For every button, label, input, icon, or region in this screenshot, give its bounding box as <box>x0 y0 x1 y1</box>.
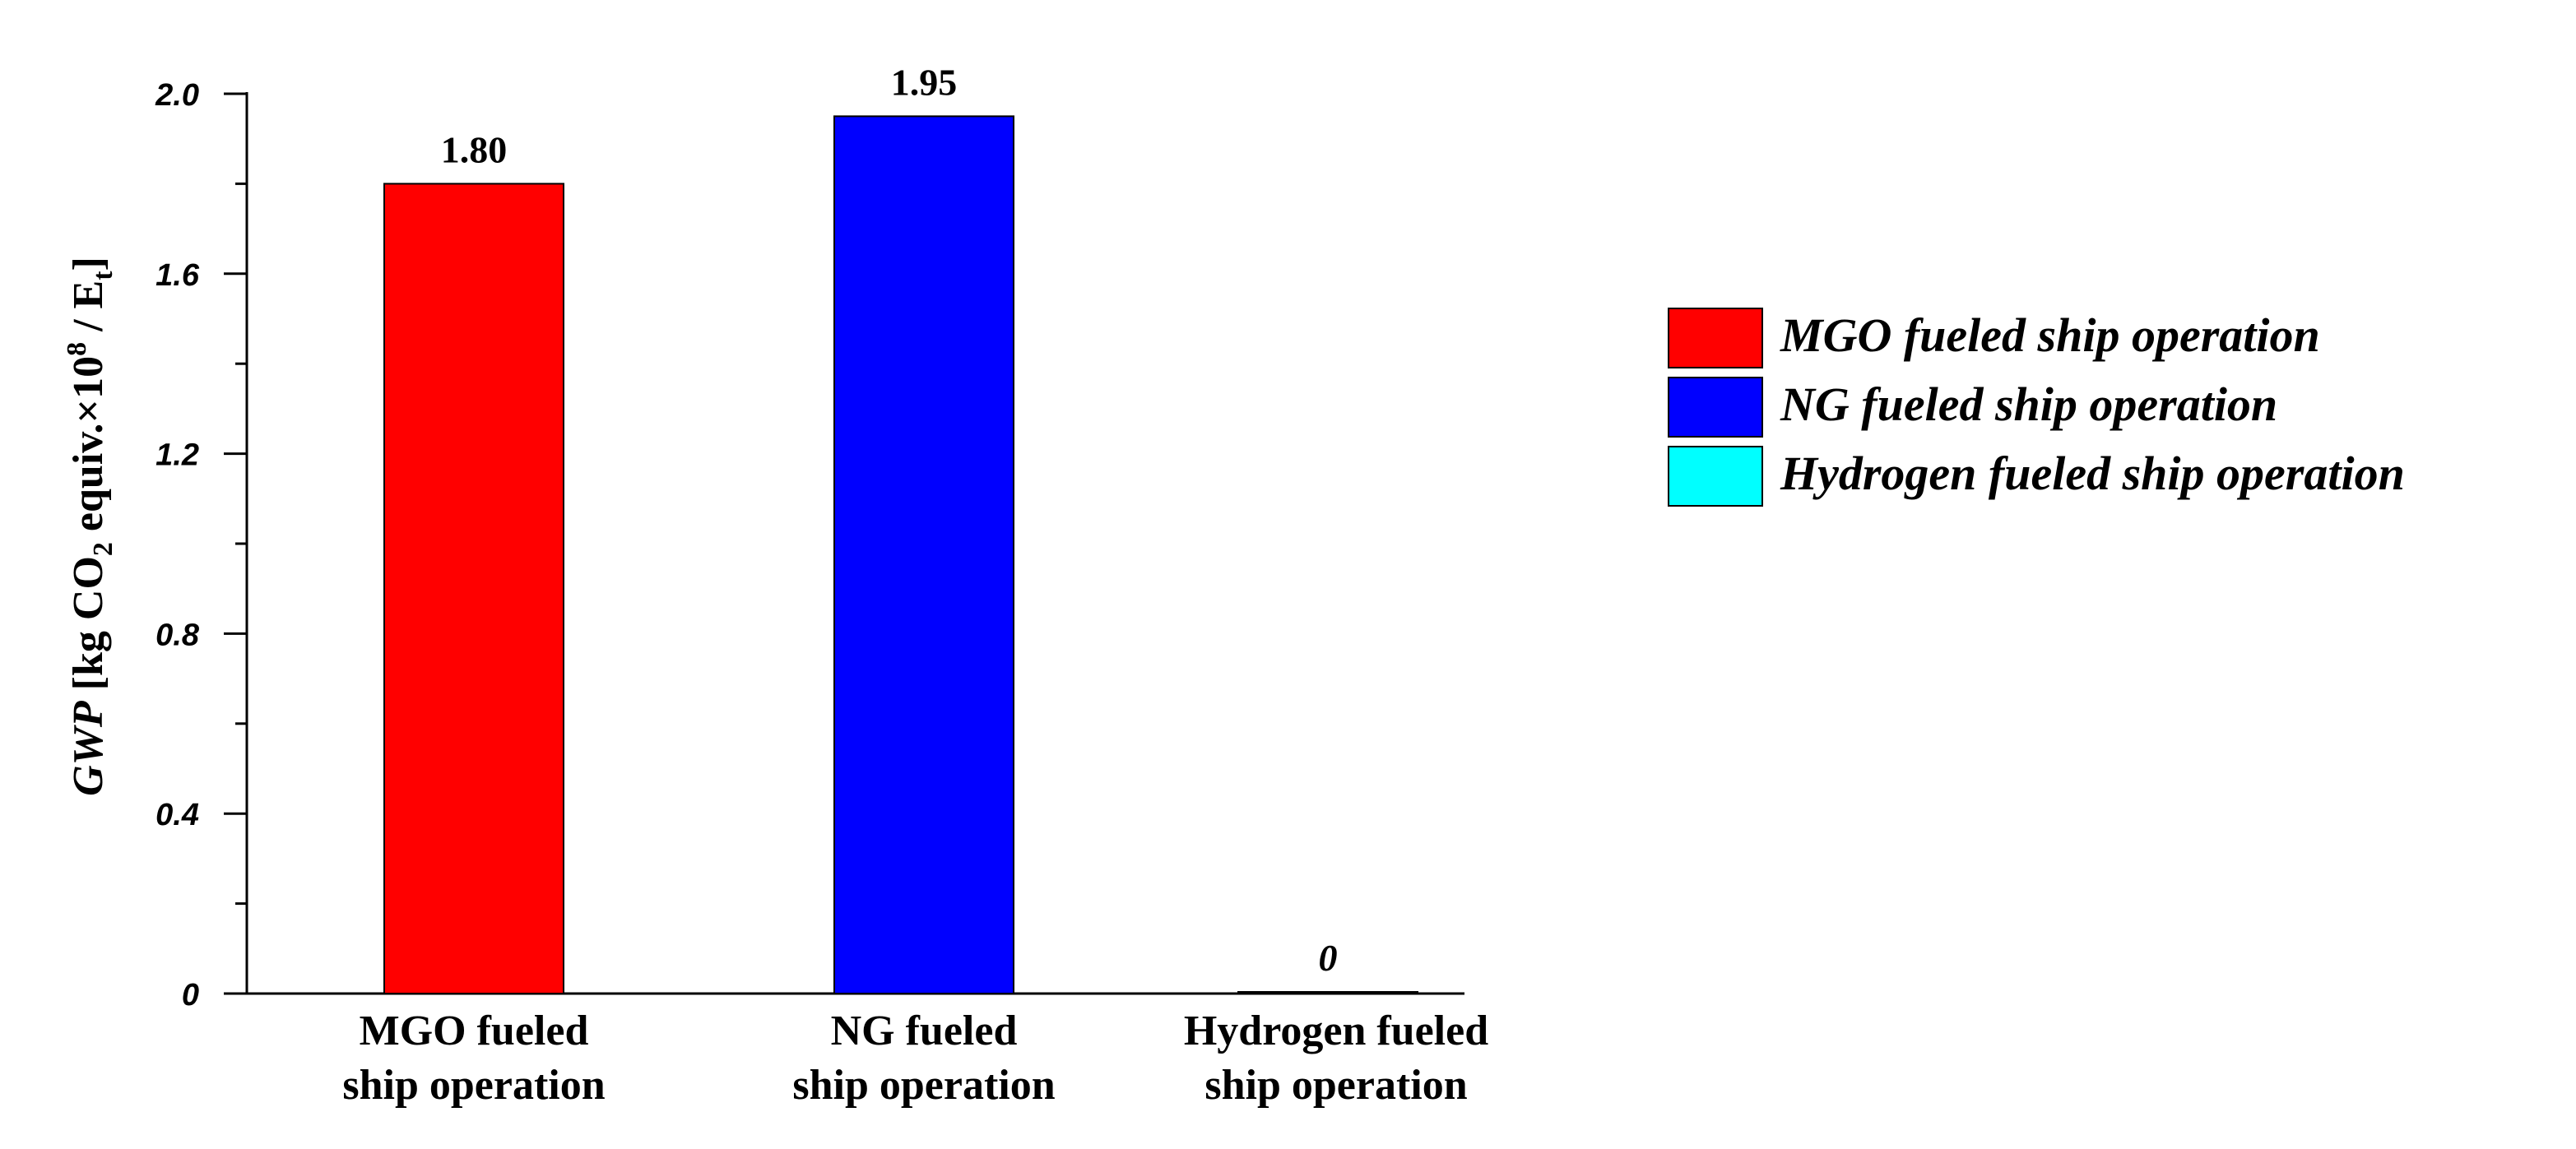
legend-label: MGO fueled ship operation <box>1780 308 2320 362</box>
bar <box>383 183 564 994</box>
labels: 1.80 MGO fueled ship operation 1.95 NG fuele… <box>342 61 1488 1109</box>
bar <box>1237 991 1418 994</box>
y-tick-label: 0 <box>182 978 199 1012</box>
bar-value-label: 1.95 <box>891 61 958 103</box>
y-tick-label: 2.0 <box>155 78 199 113</box>
y-tick-label: 0.4 <box>155 798 199 832</box>
y-axis-label-var: GWP <box>65 700 112 796</box>
axes: 0 0.4 0.8 1.2 1.6 2.0 <box>155 78 1464 1012</box>
legend-swatch <box>1668 308 1763 368</box>
bar-value-label: 0 <box>1319 937 1338 979</box>
x-tick-label: Hydrogen fueled <box>1184 1008 1488 1054</box>
x-tick-label: MGO fueled <box>360 1008 589 1054</box>
x-tick-label: ship operation <box>342 1062 605 1109</box>
x-tick-label: ship operation <box>792 1062 1055 1109</box>
x-tick-label: ship operation <box>1204 1062 1467 1109</box>
y-axis-label: GWP [kg CO2 equiv.×108 / Et] <box>62 257 118 796</box>
y-tick-label: 1.6 <box>155 258 200 293</box>
legend-label: NG fueled ship operation <box>1780 378 2277 431</box>
legend-swatch <box>1668 377 1763 438</box>
bars <box>383 115 1418 995</box>
legend-swatch <box>1668 446 1763 507</box>
y-tick-label: 1.2 <box>155 438 199 473</box>
bar-value-label: 1.80 <box>441 128 508 170</box>
legend-label: Hydrogen fueled ship operation <box>1780 447 2405 500</box>
y-tick-label: 0.8 <box>155 618 200 652</box>
x-tick-label: NG fueled <box>831 1008 1018 1054</box>
legend: MGO fueled ship operation NG fueled ship … <box>1668 308 2405 507</box>
bar <box>833 115 1014 995</box>
